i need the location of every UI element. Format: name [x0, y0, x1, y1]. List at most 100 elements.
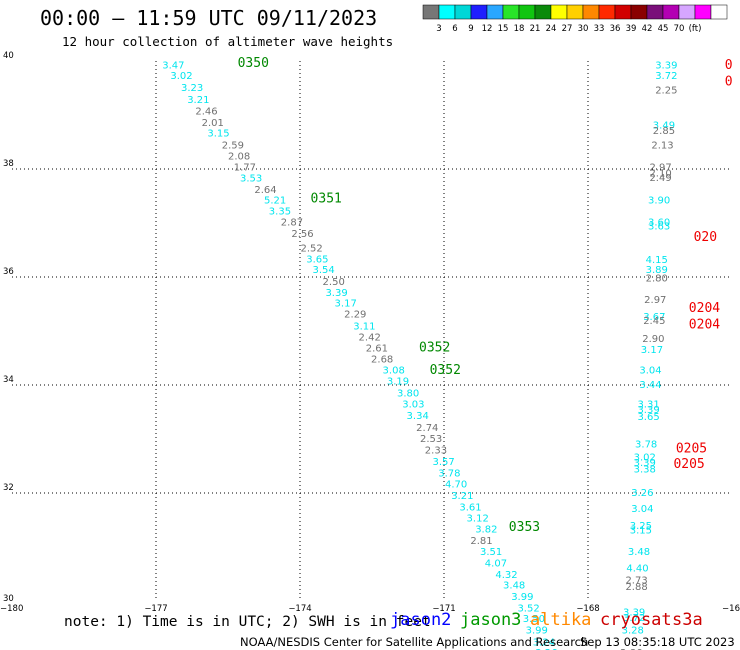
swh-value-label: 3.47 [162, 61, 184, 72]
swh-value-label: 2.08 [228, 151, 250, 162]
swh-value-label: 2.29 [344, 310, 366, 321]
swh-value-label: 3.04 [639, 366, 661, 377]
colorbar-swatch [710, 4, 728, 20]
swh-value-label: 3.15 [630, 526, 652, 537]
swh-value-label: 2.97 [649, 163, 671, 174]
swh-value-label: 2.90 [642, 334, 664, 345]
swh-value-label: 2.01 [202, 118, 224, 129]
swh-value-label: 2.64 [254, 185, 276, 196]
swh-value-label: 2.50 [323, 277, 345, 288]
swh-value-label: 3.90 [648, 196, 670, 207]
swh-value-label: 3.08 [383, 366, 405, 377]
swh-value-label: 3.24 [533, 637, 555, 648]
generated-timestamp: Sep 13 08:35:18 UTC 2023 [580, 635, 735, 649]
swh-value-label: 3.63 [648, 221, 670, 232]
swh-value-label: 3.25 [630, 521, 652, 532]
colorbar-tick-label: 18 [514, 24, 525, 34]
map-subtitle: 12 hour collection of altimeter wave hei… [62, 34, 394, 49]
colorbar-tick-label: 15 [498, 24, 509, 34]
x-tick-label: −180 [0, 604, 23, 614]
swh-value-label: 3.39 [634, 458, 656, 469]
swh-value-label: 3.78 [438, 468, 460, 479]
footer-note: note: 1) Time is in UTC; 2) SWH is in fe… [64, 614, 431, 630]
swh-value-label: 3.15 [207, 129, 229, 140]
swh-value-label: 2.53 [420, 434, 442, 445]
pass-time-label: 0 [725, 58, 733, 73]
pass-time-label: 0 [725, 74, 733, 89]
pass-time-label: 0205 [676, 442, 707, 457]
pass-time-label: 0352 [430, 363, 461, 378]
y-tick-label: 40 [3, 51, 14, 61]
swh-value-label: 2.42 [359, 333, 381, 344]
swh-value-label: 3.50 [523, 614, 545, 625]
footer: note: 1) Time is in UTC; 2) SWH is in fe… [0, 608, 740, 650]
swh-value-label: 2.74 [416, 423, 438, 434]
swh-value-label: 2.45 [643, 316, 665, 327]
swh-value-label: 3.11 [353, 321, 375, 332]
swh-value-label: 3.39 [637, 405, 659, 416]
swh-value-label: 2.81 [470, 536, 492, 547]
swh-value-label: 4.07 [485, 558, 507, 569]
swh-value-label: 3.89 [646, 265, 668, 276]
swh-value-label: 3.99 [526, 625, 548, 636]
swh-value-label: 3.99 [511, 592, 533, 603]
swh-value-label: 2.97 [644, 295, 666, 306]
swh-value-label: 3.03 [402, 400, 424, 411]
swh-value-label: 3.38 [634, 464, 656, 475]
swh-value-label: 3.28 [622, 625, 644, 636]
swh-value-label: 3.12 [467, 514, 489, 525]
colorbar-tick-label: 21 [530, 24, 541, 34]
swh-value-label: 3.39 [623, 608, 645, 619]
colorbar-tick-label: 12 [482, 24, 493, 34]
swh-value-label: 2.49 [649, 173, 671, 184]
colorbar-legend: 3 6 9 12 15 18 21 24 27 30 33 36 39 42 45 70 (ft) [422, 4, 728, 34]
swh-value-label: 4.70 [445, 480, 467, 491]
swh-value-label: 2.33 [425, 446, 447, 457]
pass-time-label: 0205 [673, 457, 704, 472]
swh-value-label: 3.39 [655, 61, 677, 72]
x-tick-label: −171 [432, 604, 455, 614]
swh-value-label: 3.61 [459, 502, 481, 513]
swh-value-label: 2.56 [291, 229, 313, 240]
swh-value-label: 3.48 [503, 581, 525, 592]
swh-value-label: 3.02 [634, 453, 656, 464]
y-tick-label: 34 [3, 375, 14, 385]
pass-time-label: 0351 [311, 191, 342, 206]
swh-value-label: 2.73 [625, 576, 647, 587]
swh-value-label: 3.51 [480, 547, 502, 558]
y-tick-label: 30 [3, 594, 14, 604]
swh-value-label: 3.57 [432, 457, 454, 468]
swh-value-label: 3.72 [623, 613, 645, 624]
colorbar-tick-label: 42 [642, 24, 653, 34]
pass-time-label: 0353 [509, 520, 540, 535]
y-tick-label: 38 [3, 159, 14, 169]
swh-value-label: 3.78 [635, 440, 657, 451]
swh-value-label: 2.25 [655, 85, 677, 96]
swh-value-label: 3.52 [517, 603, 539, 614]
swh-value-label: 2.80 [646, 273, 668, 284]
swh-value-label: 3.65 [306, 254, 328, 265]
swh-value-label: 3.48 [628, 547, 650, 558]
colorbar-tick-label: 27 [562, 24, 573, 34]
swh-value-label: 2.46 [195, 106, 217, 117]
swh-value-label: 3.19 [387, 376, 409, 387]
swh-value-label: 2.88 [625, 582, 647, 593]
swh-value-label: 3.26 [535, 648, 557, 650]
pass-time-label: 0350 [238, 56, 269, 71]
swh-value-label: 3.60 [648, 218, 670, 229]
swh-value-label: 3.67 [643, 312, 665, 323]
colorbar-tick-label: 70 [674, 24, 685, 34]
colorbar-tick-label: 30 [578, 24, 589, 34]
swh-value-label: 3.44 [639, 380, 661, 391]
x-tick-label: −16 [722, 604, 740, 614]
swh-value-label: 3.53 [240, 173, 262, 184]
pass-time-label: 0352 [419, 341, 450, 356]
swh-value-label: 2.86 [620, 648, 642, 650]
colorbar-tick-label: 3 [436, 24, 441, 34]
swh-value-label: 5.21 [264, 196, 286, 207]
swh-value-label: 1.77 [234, 163, 256, 174]
swh-value-label: 3.17 [335, 299, 357, 310]
swh-value-label: 3.49 [653, 121, 675, 132]
swh-value-label: 2.52 [300, 244, 322, 255]
